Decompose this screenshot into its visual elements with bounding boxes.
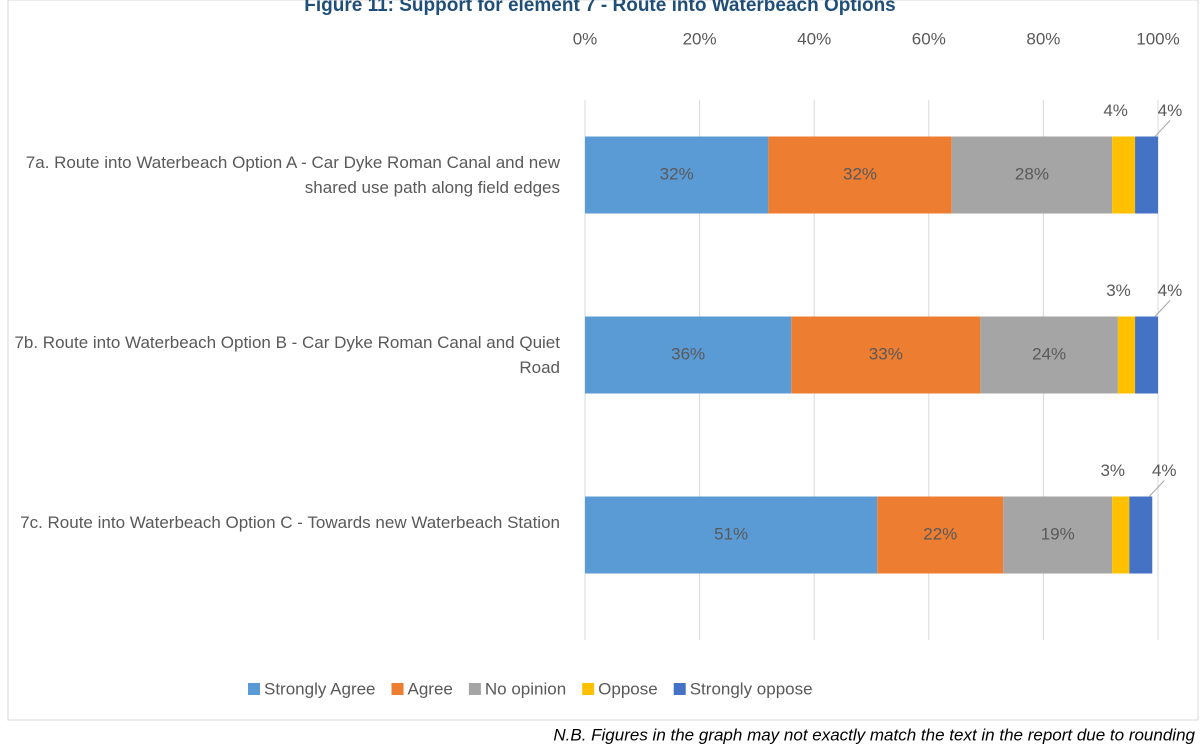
x-tick-label: 80% bbox=[1026, 29, 1060, 48]
data-label: 24% bbox=[1032, 344, 1066, 363]
data-label: 3% bbox=[1106, 281, 1131, 300]
bar-segment bbox=[1135, 136, 1158, 214]
chart-border bbox=[7, 0, 1199, 721]
x-tick-label: 40% bbox=[797, 29, 831, 48]
category-label: 7a. Route into Waterbeach Option A - Car… bbox=[25, 153, 560, 197]
data-label: 4% bbox=[1103, 101, 1128, 120]
leader-line bbox=[1148, 480, 1165, 497]
data-label: 33% bbox=[869, 344, 903, 363]
bar-segment bbox=[585, 136, 769, 214]
leader-line bbox=[1154, 120, 1171, 137]
legend-label: Strongly Agree bbox=[264, 679, 376, 698]
category-label: 7c. Route into Waterbeach Option C - Tow… bbox=[20, 513, 560, 532]
bar-segment bbox=[791, 316, 981, 394]
chart-title: Figure 11: Support for element 7 - Route… bbox=[304, 0, 896, 16]
legend-swatch bbox=[391, 683, 404, 695]
bar-segment bbox=[980, 316, 1118, 394]
legend-swatch bbox=[673, 683, 686, 695]
x-tick-label: 0% bbox=[573, 29, 598, 48]
bar-segment bbox=[877, 496, 1004, 574]
data-label: 4% bbox=[1152, 461, 1177, 480]
leader-line bbox=[1154, 300, 1171, 317]
legend-swatch bbox=[582, 683, 595, 695]
bar-segment bbox=[1117, 316, 1136, 394]
data-label: 3% bbox=[1100, 461, 1125, 480]
data-label: 28% bbox=[1015, 164, 1049, 183]
bar-segment bbox=[585, 496, 878, 574]
data-label: 36% bbox=[671, 344, 705, 363]
data-label: 19% bbox=[1041, 524, 1075, 543]
category-label: 7b. Route into Waterbeach Option B - Car… bbox=[14, 333, 560, 377]
bar-segment bbox=[1003, 496, 1113, 574]
note: N.B. Figures in the graph may not exactl… bbox=[553, 725, 1195, 744]
legend-label: Strongly oppose bbox=[690, 679, 813, 698]
bar-segment bbox=[951, 136, 1113, 214]
legend-swatch bbox=[468, 683, 481, 695]
x-tick-label: 100% bbox=[1136, 29, 1179, 48]
bar-segment bbox=[1129, 496, 1153, 574]
data-label: 22% bbox=[923, 524, 957, 543]
legend-label: Oppose bbox=[598, 679, 658, 698]
bar-segment bbox=[1135, 316, 1158, 394]
bar-segment bbox=[1112, 496, 1130, 574]
x-tick-label: 60% bbox=[912, 29, 946, 48]
bar-segment bbox=[585, 316, 792, 394]
data-label: 32% bbox=[660, 164, 694, 183]
legend-label: Agree bbox=[408, 679, 453, 698]
data-label: 4% bbox=[1158, 101, 1183, 120]
legend-swatch bbox=[248, 683, 260, 695]
legend-label: No opinion bbox=[485, 679, 566, 698]
bar-segment bbox=[768, 136, 952, 214]
data-label: 32% bbox=[843, 164, 877, 183]
bar-segment bbox=[1112, 136, 1136, 214]
data-label: 4% bbox=[1158, 281, 1183, 300]
data-label: 51% bbox=[714, 524, 748, 543]
x-tick-label: 20% bbox=[683, 29, 717, 48]
